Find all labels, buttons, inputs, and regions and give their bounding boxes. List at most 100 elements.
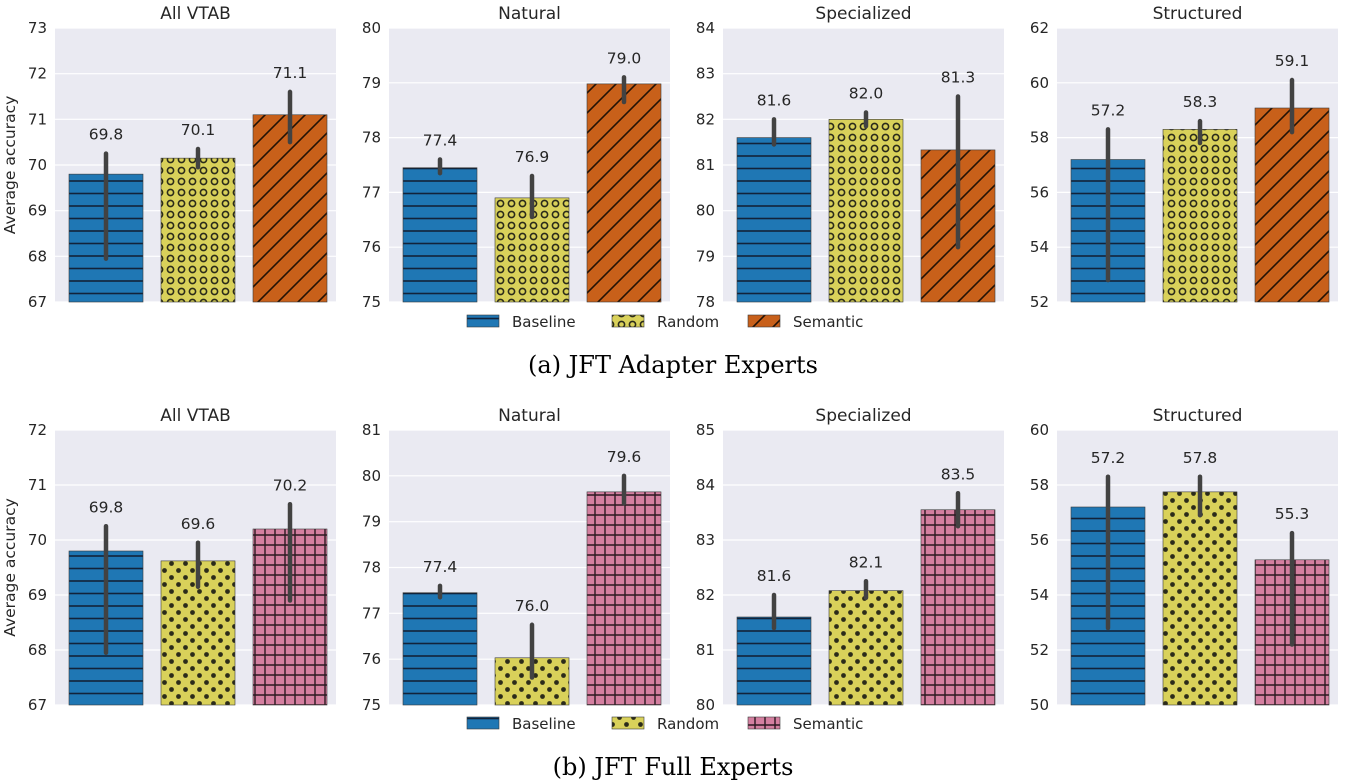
bar-baseline bbox=[402, 592, 478, 706]
legend-semantic-swatch bbox=[747, 716, 781, 730]
panel-title: Structured bbox=[1153, 406, 1243, 426]
y-tick-label: 72 bbox=[28, 65, 47, 83]
data-label: 71.1 bbox=[273, 64, 308, 82]
bar-semantic bbox=[586, 491, 662, 706]
legend-random-swatch bbox=[611, 314, 645, 328]
data-label: 69.6 bbox=[181, 515, 216, 533]
data-label: 57.8 bbox=[1183, 449, 1218, 467]
legend-semantic-swatch bbox=[747, 314, 781, 328]
bar-random bbox=[1162, 491, 1238, 706]
y-tick-label: 84 bbox=[696, 476, 715, 494]
y-tick-label: 71 bbox=[28, 110, 47, 128]
figure-row-adapter-experts: 67 68 69 70 71 72 73 All VTAB 69.8 70.1 71.1 75 76 77… bbox=[1, 4, 1338, 331]
y-tick-label: 68 bbox=[28, 641, 47, 659]
y-tick-label: 50 bbox=[1030, 696, 1049, 714]
y-tick-label: 67 bbox=[28, 293, 47, 311]
panel-title: Structured bbox=[1153, 4, 1243, 24]
y-tick-label: 58 bbox=[1030, 476, 1049, 494]
bar-semantic bbox=[252, 528, 328, 706]
data-label: 57.2 bbox=[1091, 101, 1126, 119]
data-label: 81.6 bbox=[757, 91, 792, 109]
panel-natural: 75 76 77 78 79 80 81 Natural 77.4 76.0 79.6 bbox=[362, 406, 670, 714]
y-tick-label: 82 bbox=[696, 586, 715, 604]
y-tick-label: 70 bbox=[28, 156, 47, 174]
y-tick-label: 60 bbox=[1030, 421, 1049, 439]
legend: Baseline Random Semantic bbox=[466, 715, 863, 733]
y-tick-label: 78 bbox=[696, 293, 715, 311]
caption-a: (a) JFT Adapter Experts bbox=[528, 351, 818, 379]
legend-random-label: Random bbox=[657, 715, 719, 733]
bar-random bbox=[828, 590, 904, 706]
bar-random bbox=[160, 157, 236, 303]
data-label: 79.6 bbox=[607, 448, 642, 466]
bar-semantic bbox=[1254, 107, 1330, 303]
y-tick-label: 82 bbox=[696, 110, 715, 128]
panel-all-vtab: 67 68 69 70 71 72 All VTAB 69.8 69.6 70.2 bbox=[28, 406, 336, 714]
legend-baseline-swatch bbox=[466, 716, 500, 730]
legend-baseline-label: Baseline bbox=[512, 313, 576, 331]
data-label: 82.1 bbox=[849, 553, 884, 571]
y-tick-label: 77 bbox=[362, 183, 381, 201]
y-tick-label: 71 bbox=[28, 476, 47, 494]
data-label: 77.4 bbox=[423, 132, 458, 150]
y-tick-label: 73 bbox=[28, 19, 47, 37]
y-tick-label: 75 bbox=[362, 293, 381, 311]
legend-random-swatch bbox=[611, 716, 645, 730]
data-label: 69.8 bbox=[89, 498, 124, 516]
data-label: 81.6 bbox=[757, 567, 792, 585]
data-label: 77.4 bbox=[423, 558, 458, 576]
y-tick-label: 56 bbox=[1030, 531, 1049, 549]
y-tick-label: 80 bbox=[696, 696, 715, 714]
panel-title: Natural bbox=[498, 406, 561, 426]
y-tick-label: 81 bbox=[696, 641, 715, 659]
y-tick-label: 52 bbox=[1030, 293, 1049, 311]
y-tick-label: 68 bbox=[28, 247, 47, 265]
data-label: 69.8 bbox=[89, 126, 124, 144]
legend-baseline-label: Baseline bbox=[512, 715, 576, 733]
y-tick-label: 80 bbox=[362, 467, 381, 485]
legend-semantic-label: Semantic bbox=[793, 715, 863, 733]
y-tick-label: 84 bbox=[696, 19, 715, 37]
legend-semantic-label: Semantic bbox=[793, 313, 863, 331]
panel-title: All VTAB bbox=[160, 4, 230, 24]
y-tick-label: 54 bbox=[1030, 586, 1049, 604]
y-tick-label: 81 bbox=[696, 156, 715, 174]
bar-semantic bbox=[252, 114, 328, 303]
y-tick-label: 70 bbox=[28, 531, 47, 549]
y-axis-label: Average accuracy bbox=[1, 498, 19, 637]
data-label: 59.1 bbox=[1275, 52, 1310, 70]
panel-title: All VTAB bbox=[160, 406, 230, 426]
data-label: 81.3 bbox=[941, 69, 976, 87]
panel-title: Specialized bbox=[815, 406, 911, 426]
y-tick-label: 52 bbox=[1030, 641, 1049, 659]
bar-baseline bbox=[736, 137, 812, 303]
bar-random bbox=[1162, 129, 1238, 303]
data-label: 76.9 bbox=[515, 148, 550, 166]
legend-random-label: Random bbox=[657, 313, 719, 331]
data-label: 70.2 bbox=[273, 476, 308, 494]
y-tick-label: 76 bbox=[362, 650, 381, 668]
y-tick-label: 62 bbox=[1030, 19, 1049, 37]
legend-baseline-swatch bbox=[466, 314, 500, 328]
data-label: 83.5 bbox=[941, 465, 976, 483]
panel-all-vtab: 67 68 69 70 71 72 73 All VTAB 69.8 70.1 71.1 bbox=[28, 4, 336, 311]
y-axis-label: Average accuracy bbox=[1, 96, 19, 235]
figure-row-full-experts: 67 68 69 70 71 72 All VTAB 69.8 69.6 70.2 75 76 77 78… bbox=[1, 406, 1338, 733]
data-label: 70.1 bbox=[181, 121, 216, 139]
panel-title: Natural bbox=[498, 4, 561, 24]
y-tick-label: 72 bbox=[28, 421, 47, 439]
y-tick-label: 79 bbox=[362, 513, 381, 531]
data-label: 55.3 bbox=[1275, 505, 1310, 523]
y-tick-label: 83 bbox=[696, 65, 715, 83]
panel-natural: 75 76 77 78 79 80 Natural 77.4 76.9 79.0 bbox=[362, 4, 670, 311]
y-tick-label: 69 bbox=[28, 586, 47, 604]
panel-title: Specialized bbox=[815, 4, 911, 24]
bar-baseline bbox=[736, 616, 812, 706]
data-label: 82.0 bbox=[849, 84, 884, 102]
legend: Baseline Random Semantic bbox=[466, 313, 863, 331]
y-tick-label: 79 bbox=[362, 74, 381, 92]
panel-specialized: 80 81 82 83 84 85 Specialized 81.6 82.1 83.5 bbox=[696, 406, 1004, 714]
y-tick-label: 60 bbox=[1030, 74, 1049, 92]
panel-specialized: 78 79 80 81 82 83 84 Specialized 81.6 82.0 81.3 bbox=[696, 4, 1004, 311]
